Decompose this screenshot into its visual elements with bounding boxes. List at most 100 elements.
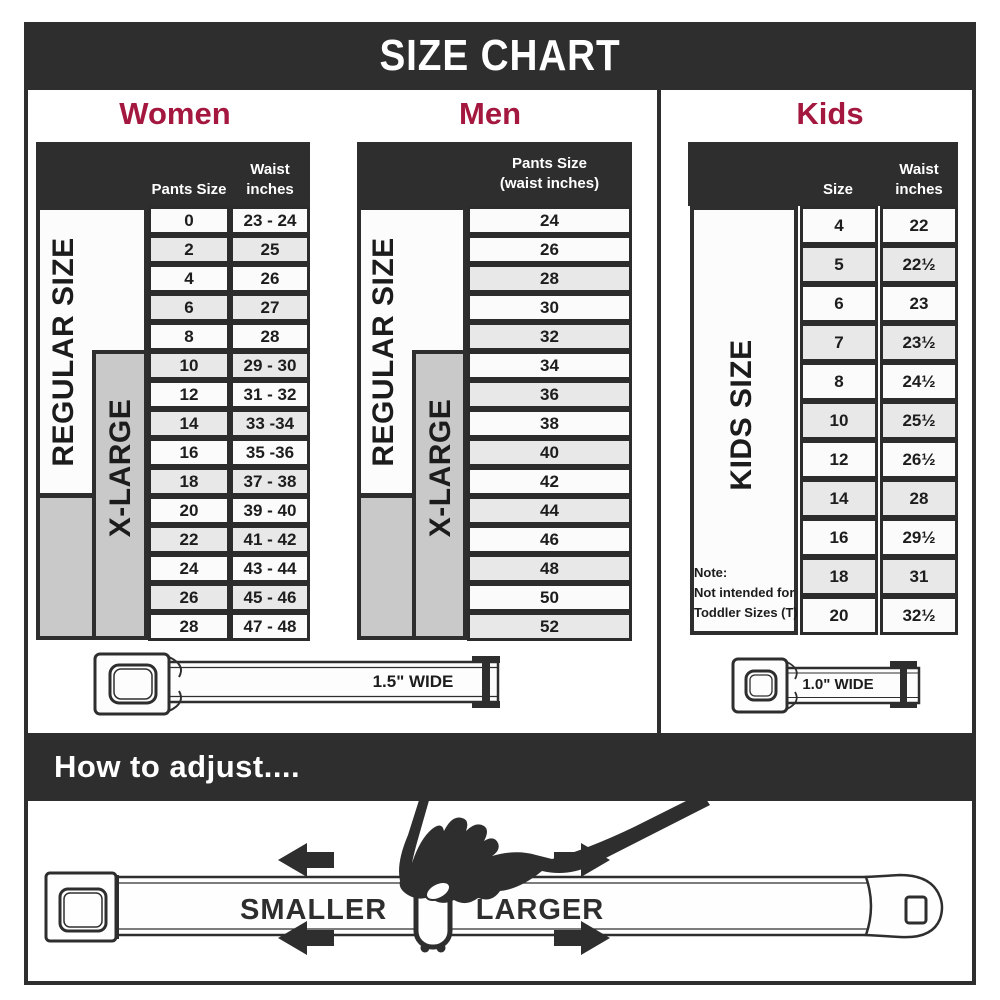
table-cell: 28 (467, 264, 632, 293)
hand-icon (399, 801, 710, 903)
kids-belt-width-label: 1.0" WIDE (802, 676, 874, 693)
table-cell: 5 (800, 245, 878, 284)
table-cell: 50 (467, 583, 632, 612)
men-regular-size-label: REGULAR SIZE (367, 237, 400, 467)
table-cell: 16 (800, 518, 878, 557)
table-cell: 7 (800, 323, 878, 362)
table-cell: 48 (467, 554, 632, 583)
table-cell: 33 -34 (230, 409, 310, 438)
table-cell: 31 (880, 557, 958, 596)
how-to-adjust-bar: How to adjust.... (24, 737, 976, 797)
men-col-header-line1: Pants Size (511, 155, 588, 172)
table-cell: 28 (230, 322, 310, 351)
table-cell: 18 (148, 467, 230, 496)
table-cell: 47 - 48 (230, 612, 310, 641)
adult-belt-width-label: 1.5" WIDE (372, 672, 454, 691)
table-cell: 27 (230, 293, 310, 322)
table-cell: 10 (800, 401, 878, 440)
table-cell: 8 (800, 362, 878, 401)
table-cell: 41 - 42 (230, 525, 310, 554)
kids-note-line2: Not intended for (694, 585, 795, 601)
table-cell: 4 (148, 264, 230, 293)
men-xlarge-box (412, 350, 467, 640)
arrow-right-icon (554, 921, 610, 955)
kids-size-label: KIDS SIZE (725, 339, 758, 491)
kids-section-divider (657, 90, 661, 737)
larger-label: LARGER (475, 894, 605, 926)
seatbelt-buckle-icon (93, 652, 182, 716)
table-cell: 12 (800, 440, 878, 479)
title-bar: SIZE CHART (24, 22, 976, 90)
table-cell: 34 (467, 351, 632, 380)
table-cell: 10 (148, 351, 230, 380)
women-xlarge-box (92, 350, 148, 640)
table-cell: 6 (800, 284, 878, 323)
table-cell: 26½ (880, 440, 958, 479)
men-col-header-line2: (waist inches) (499, 175, 600, 193)
table-cell: 37 - 38 (230, 467, 310, 496)
table-cell: 20 (800, 596, 878, 635)
seatbelt-buckle-icon (731, 657, 798, 714)
men-section-title: Men (459, 96, 521, 131)
arrow-left-icon (278, 921, 334, 955)
table-cell: 23½ (880, 323, 958, 362)
table-cell: 39 - 40 (230, 496, 310, 525)
table-cell: 35 -36 (230, 438, 310, 467)
table-cell: 22½ (880, 245, 958, 284)
table-cell: 20 (148, 496, 230, 525)
table-cell: 14 (148, 409, 230, 438)
table-cell: 18 (800, 557, 878, 596)
table-cell: 45 - 46 (230, 583, 310, 612)
women-col-header-pants: Pants Size (151, 181, 227, 198)
arrow-left-icon (278, 843, 334, 877)
women-xlarge-label: X-LARGE (104, 398, 137, 538)
table-cell: 31 - 32 (230, 380, 310, 409)
men-xlarge-label: X-LARGE (424, 398, 457, 538)
table-cell: 23 - 24 (230, 206, 310, 235)
table-cell: 30 (467, 293, 632, 322)
table-cell: 32½ (880, 596, 958, 635)
table-cell: 32 (467, 322, 632, 351)
table-cell: 28 (148, 612, 230, 641)
seatbelt-buckle-icon (44, 871, 119, 943)
kids-note-line1: Note: (694, 565, 728, 580)
i-beam-width-marker-icon (472, 656, 500, 708)
women-table-header (36, 142, 310, 206)
table-cell: 38 (467, 409, 632, 438)
i-beam-width-marker-icon (890, 661, 917, 708)
table-cell: 36 (467, 380, 632, 409)
women-col-header-waist: Waist inches (246, 161, 294, 199)
table-cell: 24 (148, 554, 230, 583)
men-table-header (357, 142, 632, 206)
kids-col-header-waist: Waist inches (895, 161, 943, 199)
table-cell: 46 (467, 525, 632, 554)
table-cell: 22 (148, 525, 230, 554)
adult-belt-illustration (93, 652, 500, 716)
table-cell: 52 (467, 612, 632, 641)
kids-col-header-size: Size (822, 181, 853, 198)
table-cell: 23 (880, 284, 958, 323)
table-cell: 40 (467, 438, 632, 467)
table-cell: 4 (800, 206, 878, 245)
kids-belt-illustration (731, 657, 921, 714)
table-cell: 25½ (880, 401, 958, 440)
table-cell: 8 (148, 322, 230, 351)
table-cell: 6 (148, 293, 230, 322)
kids-note: Note: Not intended for Toddler Sizes (T) (694, 563, 806, 623)
table-cell: 43 - 44 (230, 554, 310, 583)
table-cell: 12 (148, 380, 230, 409)
table-cell: 26 (148, 583, 230, 612)
kids-note-line3: Toddler Sizes (T) (694, 605, 798, 621)
women-regular-size-label: REGULAR SIZE (47, 237, 80, 467)
kids-section-title: Kids (796, 96, 864, 131)
smaller-label: SMALLER (240, 894, 388, 926)
kids-table-header (688, 142, 958, 206)
table-cell: 26 (230, 264, 310, 293)
page-title: SIZE CHART (379, 31, 621, 80)
men-col-header: Pants Size (waist inches) (467, 154, 632, 195)
table-cell: 24 (467, 206, 632, 235)
table-cell: 25 (230, 235, 310, 264)
table-cell: 29½ (880, 518, 958, 557)
table-cell: 28 (880, 479, 958, 518)
